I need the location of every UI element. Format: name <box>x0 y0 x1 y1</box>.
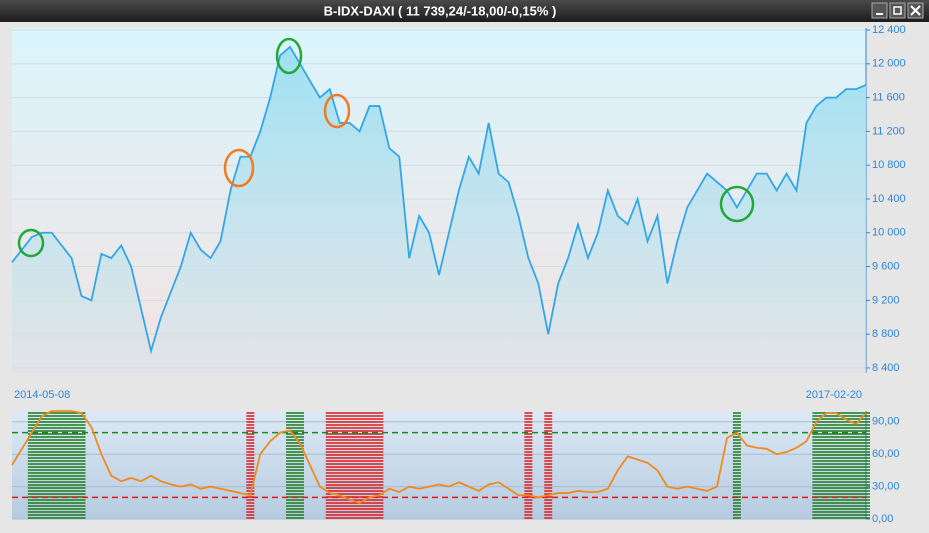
y-tick-label: 8 800 <box>872 328 900 340</box>
signal-zone <box>544 412 553 519</box>
maximize-button[interactable] <box>889 2 906 19</box>
signal-zone <box>524 412 533 519</box>
oscillator-panel <box>12 411 866 519</box>
minimize-button[interactable] <box>871 2 888 19</box>
y-tick-label: 10 400 <box>872 193 906 205</box>
signal-zone <box>27 412 86 519</box>
title-bar <box>0 0 929 22</box>
y-tick-label: 60,00 <box>872 448 900 460</box>
y-tick-label: 10 000 <box>872 227 906 239</box>
window-buttons[interactable] <box>871 2 924 19</box>
y-tick-label: 30,00 <box>872 481 900 493</box>
y-tick-label: 8 400 <box>872 362 900 374</box>
y-tick-label: 10 800 <box>872 159 906 171</box>
y-tick-label: 11 200 <box>872 125 905 137</box>
signal-zone <box>732 412 741 519</box>
icon <box>893 6 902 15</box>
circle-marker <box>17 228 45 258</box>
area-fill <box>12 46 866 373</box>
series-line <box>11 410 867 504</box>
y-tick-label: 0,00 <box>872 513 893 525</box>
y-tick-label: 12 400 <box>872 24 906 36</box>
y-tick-label: 11 600 <box>872 92 905 104</box>
y-tick-label: 90,00 <box>872 416 900 428</box>
y-tick-label: 9 200 <box>872 294 900 306</box>
y-tick-label: 9 600 <box>872 260 900 272</box>
circle-marker <box>275 37 303 75</box>
price-chart: 8 400 8 800 9 200 9 600 10 000 10 400 10 800 11… <box>11 24 906 401</box>
series-line <box>11 45 867 355</box>
x-tick-label: 2017-02-20 <box>806 389 862 401</box>
y-tick-label: 12 000 <box>872 58 906 70</box>
x-tick-label: 2014-05-08 <box>14 389 70 401</box>
icon <box>910 5 921 16</box>
window-title: B-IDX-DAXI ( 11 739,24/-18,00/-0,15% ) <box>324 3 557 18</box>
oscillator-chart: 0,00 30,00 60,00 90,00 <box>11 410 900 525</box>
annotations <box>17 37 755 258</box>
circle-marker <box>323 93 351 129</box>
circle-marker <box>719 185 755 223</box>
circle-marker <box>223 148 255 188</box>
